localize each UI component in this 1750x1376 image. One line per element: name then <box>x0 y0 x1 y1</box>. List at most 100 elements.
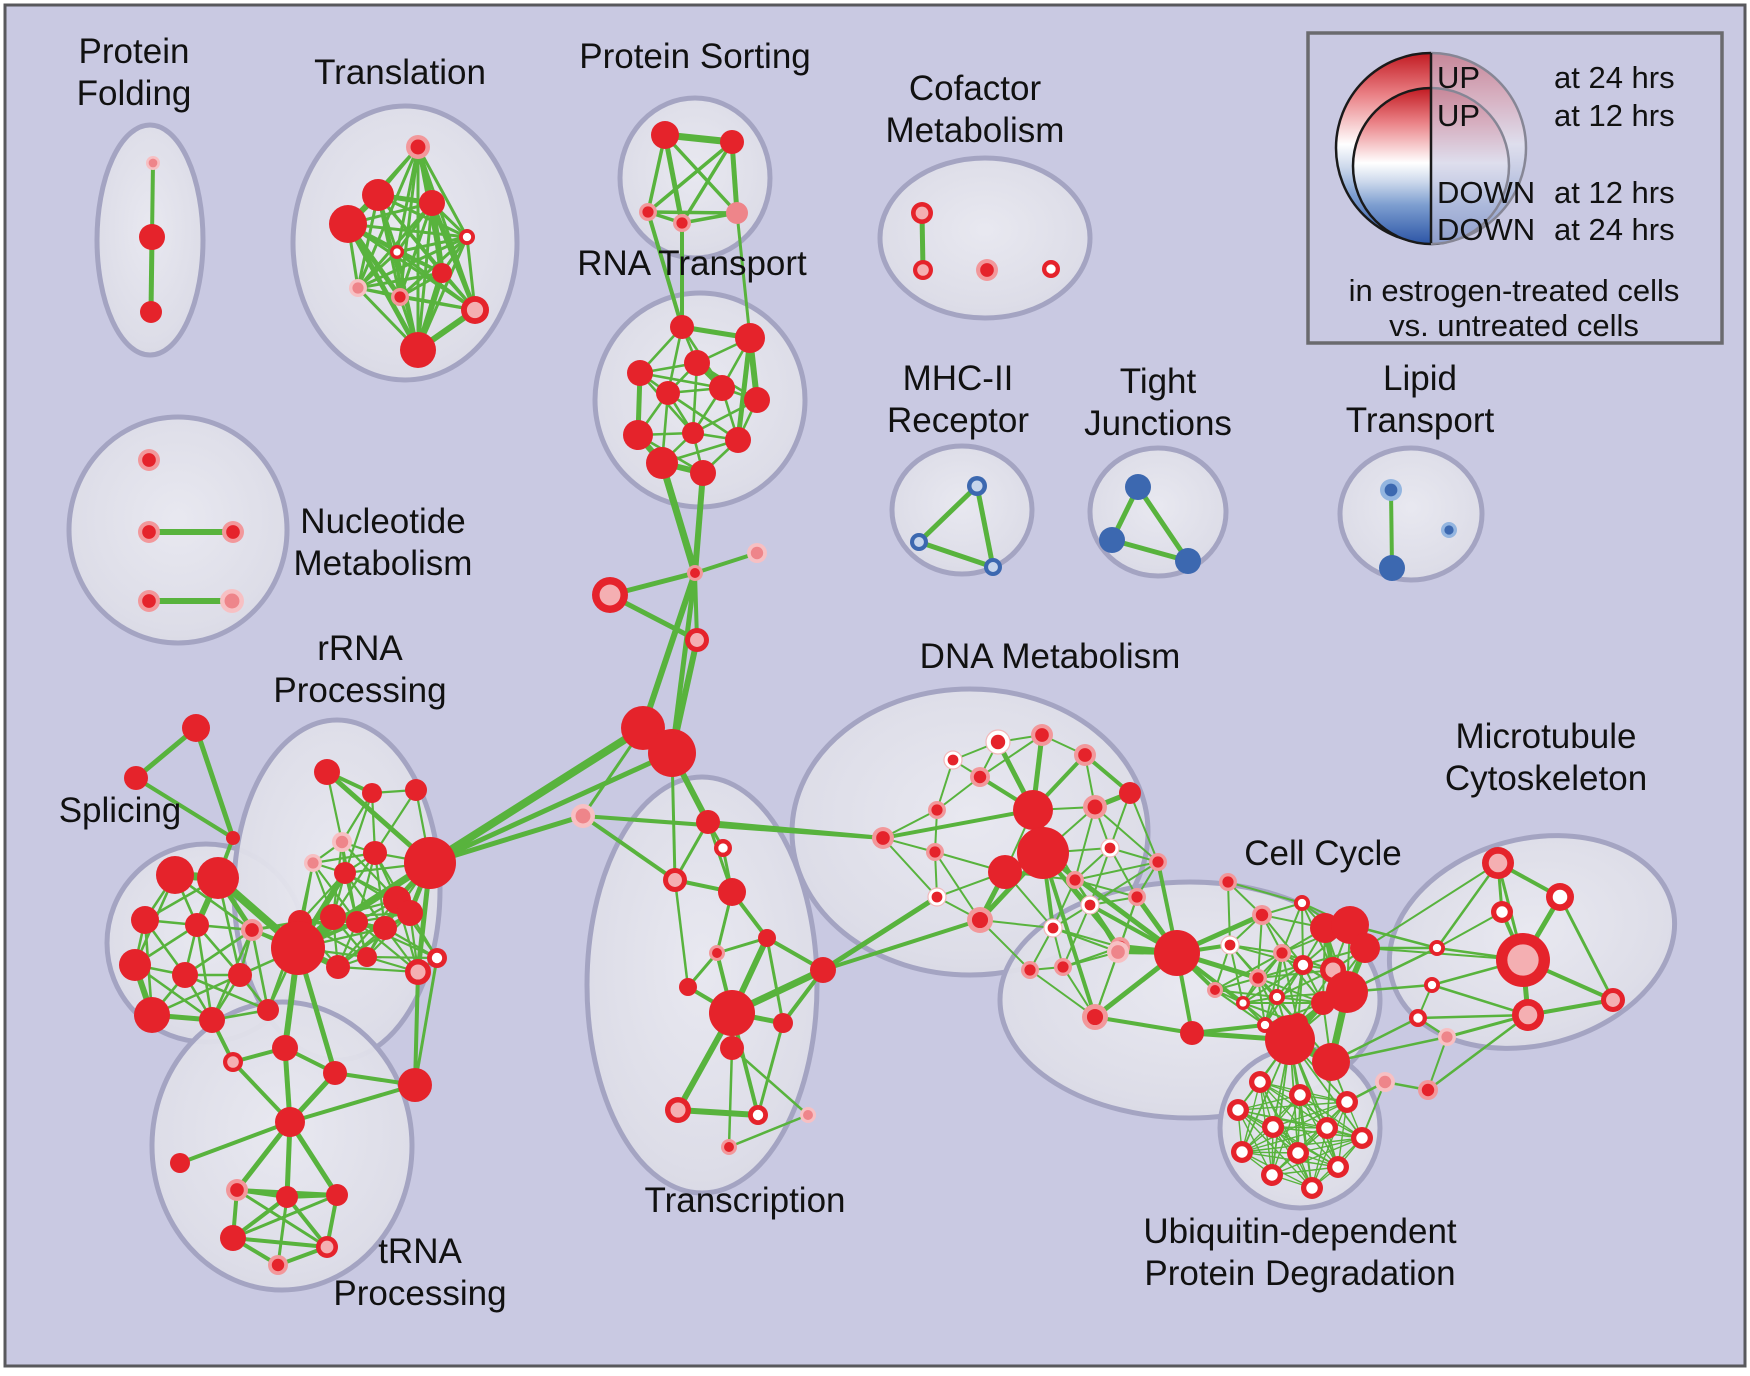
node-ubiquitin <box>1262 1116 1284 1138</box>
node-trna <box>275 1107 305 1137</box>
legend-direction-label-2: DOWN <box>1437 175 1535 210</box>
node-inner <box>431 952 443 964</box>
legend-footer-line-1: vs. untreated cells <box>1389 308 1639 343</box>
node-outer <box>197 857 239 899</box>
labels-layer: Protein Folding Translation Protein Sorting… <box>59 32 1647 1313</box>
node-triangle <box>182 714 210 742</box>
node-inner <box>752 1109 764 1121</box>
node-dna <box>1119 782 1141 804</box>
edge <box>337 965 419 974</box>
node-outer <box>696 810 720 834</box>
node-splicing <box>134 997 170 1033</box>
node-outer <box>720 1036 744 1060</box>
node-outer <box>648 729 696 777</box>
edge <box>979 734 1043 778</box>
node-outer <box>656 381 680 405</box>
node-inner <box>676 217 688 229</box>
node-outer <box>140 301 162 323</box>
node-microtubule <box>1496 933 1550 987</box>
edge <box>1389 489 1394 569</box>
legend-fade-right-half <box>1431 51 1528 245</box>
node-mhc <box>910 533 928 551</box>
edge <box>662 134 685 224</box>
node-inner <box>1496 906 1508 918</box>
cluster-label-translation: Translation <box>314 53 486 92</box>
node-outer <box>363 841 387 865</box>
node-inner <box>971 911 989 929</box>
node-translation <box>400 332 436 368</box>
edge <box>1229 944 1304 966</box>
edge <box>289 1083 416 1124</box>
node-inner <box>668 873 682 887</box>
legend-time-label-2: at 12 hrs <box>1554 175 1675 210</box>
edge <box>735 212 752 339</box>
node-inner <box>1254 1076 1266 1088</box>
node-triangle <box>124 766 148 790</box>
node-outer <box>709 375 735 401</box>
node-outer <box>1119 782 1141 804</box>
node-outer <box>362 783 382 803</box>
node-dna <box>1031 724 1053 746</box>
node-inner <box>917 264 929 276</box>
node-cellcycle <box>1312 1043 1350 1081</box>
node-outer <box>323 1061 347 1085</box>
edge <box>1094 806 1159 863</box>
edge <box>250 929 270 1011</box>
node-inner <box>142 453 156 467</box>
legend-direction-label-3: DOWN <box>1437 212 1535 247</box>
edge <box>357 271 443 290</box>
node-rnaTransport <box>709 375 735 401</box>
node-inner <box>1035 728 1049 742</box>
edge <box>184 973 269 1012</box>
edge <box>1191 1023 1266 1035</box>
node-ubiquitin <box>1249 1071 1271 1093</box>
node-outer <box>725 427 751 453</box>
node-inner <box>690 568 700 578</box>
node-inner <box>1421 1083 1435 1097</box>
node-dna <box>872 827 894 849</box>
edge <box>398 146 420 298</box>
legend-time-label-1: at 12 hrs <box>1554 98 1675 133</box>
node-inner <box>1232 1104 1244 1116</box>
node-rnaTransport <box>744 387 770 413</box>
node-outer <box>718 878 746 906</box>
node-cellcycle <box>1249 969 1267 987</box>
node-outer <box>134 997 170 1033</box>
node-outer <box>405 779 427 801</box>
node-inner <box>1111 945 1125 959</box>
node-trna <box>272 1035 298 1061</box>
node-outer <box>1350 933 1380 963</box>
node-transcription <box>714 839 732 857</box>
node-ubiquitin <box>1231 1141 1253 1163</box>
node-outer <box>1017 827 1069 879</box>
node-outer <box>182 714 210 742</box>
node-microtubule <box>1546 883 1574 911</box>
node-inner <box>227 1056 239 1068</box>
edge <box>427 724 646 867</box>
node-rrna <box>334 862 356 884</box>
edge <box>677 1107 759 1118</box>
node-dna <box>1054 958 1072 976</box>
node-dna <box>988 855 1022 889</box>
edge <box>1299 1094 1363 1139</box>
node-inner <box>307 857 319 869</box>
edge <box>765 937 785 1024</box>
node-microtubule <box>1491 901 1513 923</box>
node-rnaTransport <box>670 315 694 339</box>
edge <box>680 141 734 224</box>
node-inner <box>462 232 472 242</box>
cluster-label-rnaTransport: RNA Transport <box>577 244 807 283</box>
node-inner <box>718 843 728 853</box>
edge <box>1259 1081 1363 1139</box>
node-rnaTransport <box>646 447 678 479</box>
node-splicing <box>257 999 279 1021</box>
edge <box>673 879 690 988</box>
node-cellcycle <box>1293 955 1313 975</box>
node-transcription <box>679 978 697 996</box>
node-tight <box>1175 548 1201 574</box>
cluster-ellipse-tight <box>1087 445 1229 579</box>
node-microtubule <box>1512 999 1544 1031</box>
node-rrna <box>405 959 431 985</box>
node-bridgeR <box>1418 1080 1438 1100</box>
